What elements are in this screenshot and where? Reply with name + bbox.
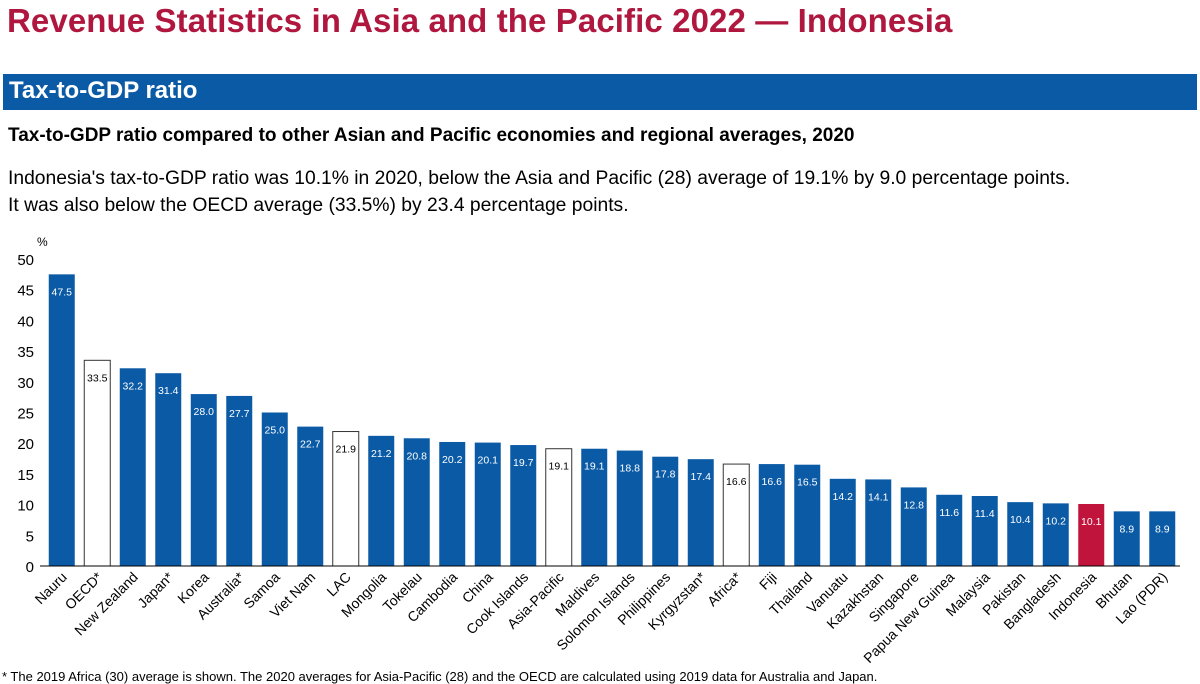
bar (581, 448, 608, 566)
data-label: 11.6 (939, 507, 959, 519)
bar (261, 412, 288, 566)
bar (1042, 503, 1069, 566)
bar (936, 494, 963, 566)
data-label: 8.9 (1155, 523, 1170, 535)
data-label: 21.9 (336, 444, 357, 456)
bar (971, 496, 998, 566)
bar (119, 368, 146, 566)
bar (510, 445, 537, 566)
bar (794, 464, 821, 566)
bar (545, 448, 573, 567)
x-tick-label: Africa* (704, 568, 745, 609)
data-label: 25.0 (265, 425, 286, 437)
summary-line-1: Indonesia's tax-to-GDP ratio was 10.1% i… (8, 168, 1071, 189)
x-tick-label: Fiji (756, 569, 780, 593)
data-label: 22.7 (300, 439, 321, 451)
data-label: 21.2 (371, 448, 392, 460)
section-title: Tax-to-GDP ratio (9, 77, 198, 104)
data-label: 19.1 (584, 461, 605, 473)
bar (474, 442, 501, 566)
bar (758, 464, 785, 566)
bar (155, 373, 182, 566)
data-label: 16.6 (726, 476, 747, 488)
y-tick-label: 25 (17, 406, 34, 423)
bar (297, 426, 324, 566)
page-title: Revenue Statistics in Asia and the Pacif… (7, 2, 953, 39)
y-tick-label: 10 (17, 498, 34, 515)
bar-chart: %0510152025303540455047.5Nauru33.5OECD*3… (17, 235, 1180, 666)
data-label: 10.2 (1046, 515, 1067, 527)
bar (616, 450, 643, 566)
bar (368, 435, 395, 566)
bar (226, 395, 253, 566)
bar (48, 274, 75, 566)
bar (865, 479, 892, 566)
bar (687, 459, 714, 566)
summary-line-2: It was also below the OECD average (33.5… (8, 195, 629, 216)
bar (1113, 511, 1140, 566)
y-tick-label: 15 (17, 467, 34, 484)
y-tick-label: 50 (17, 252, 34, 269)
bar (652, 456, 679, 566)
data-label: 12.8 (904, 499, 925, 511)
y-axis-unit-label: % (37, 235, 48, 249)
bar (829, 478, 856, 566)
bar (332, 431, 360, 567)
data-label: 19.7 (513, 457, 534, 469)
bar (403, 438, 430, 566)
data-label: 47.5 (52, 286, 73, 298)
data-label: 8.9 (1119, 523, 1134, 535)
data-label: 27.7 (229, 408, 250, 420)
data-label: 20.8 (407, 450, 428, 462)
y-tick-label: 40 (17, 313, 34, 330)
x-tick-label: LAC (323, 569, 354, 600)
bar (900, 487, 927, 566)
x-tick-label: Japan* (134, 568, 177, 611)
data-label: 19.1 (549, 461, 570, 473)
data-label: 17.4 (691, 471, 712, 483)
bar (190, 394, 217, 566)
y-tick-label: 20 (17, 436, 34, 453)
data-label: 20.1 (478, 455, 499, 467)
bar (439, 441, 466, 566)
bar (1149, 511, 1176, 566)
bar (83, 359, 111, 567)
data-label: 17.8 (655, 469, 676, 481)
summary-text: Indonesia's tax-to-GDP ratio was 10.1% i… (8, 165, 1198, 219)
section-header: Tax-to-GDP ratio (3, 74, 1197, 110)
footnote: * The 2019 Africa (30) average is shown.… (2, 669, 878, 684)
y-tick-label: 45 (17, 283, 34, 300)
data-label: 28.0 (194, 406, 215, 418)
data-label: 14.1 (868, 491, 889, 503)
bar (1078, 503, 1105, 566)
data-label: 10.1 (1081, 516, 1102, 528)
data-label: 33.5 (87, 372, 108, 384)
y-tick-label: 30 (17, 375, 34, 392)
data-label: 16.5 (797, 477, 818, 489)
y-tick-label: 5 (26, 528, 34, 545)
y-tick-label: 35 (17, 344, 34, 361)
data-label: 11.4 (975, 508, 995, 520)
bar (1007, 502, 1034, 566)
data-label: 31.4 (158, 385, 179, 397)
data-label: 32.2 (123, 380, 144, 392)
bar (722, 463, 750, 567)
y-tick-label: 0 (26, 559, 34, 576)
data-label: 16.6 (762, 476, 783, 488)
data-label: 10.4 (1010, 514, 1031, 526)
chart-heading: Tax-to-GDP ratio compared to other Asian… (8, 125, 855, 146)
data-label: 20.2 (442, 454, 463, 466)
data-label: 18.8 (620, 463, 641, 475)
data-label: 14.2 (833, 491, 854, 503)
